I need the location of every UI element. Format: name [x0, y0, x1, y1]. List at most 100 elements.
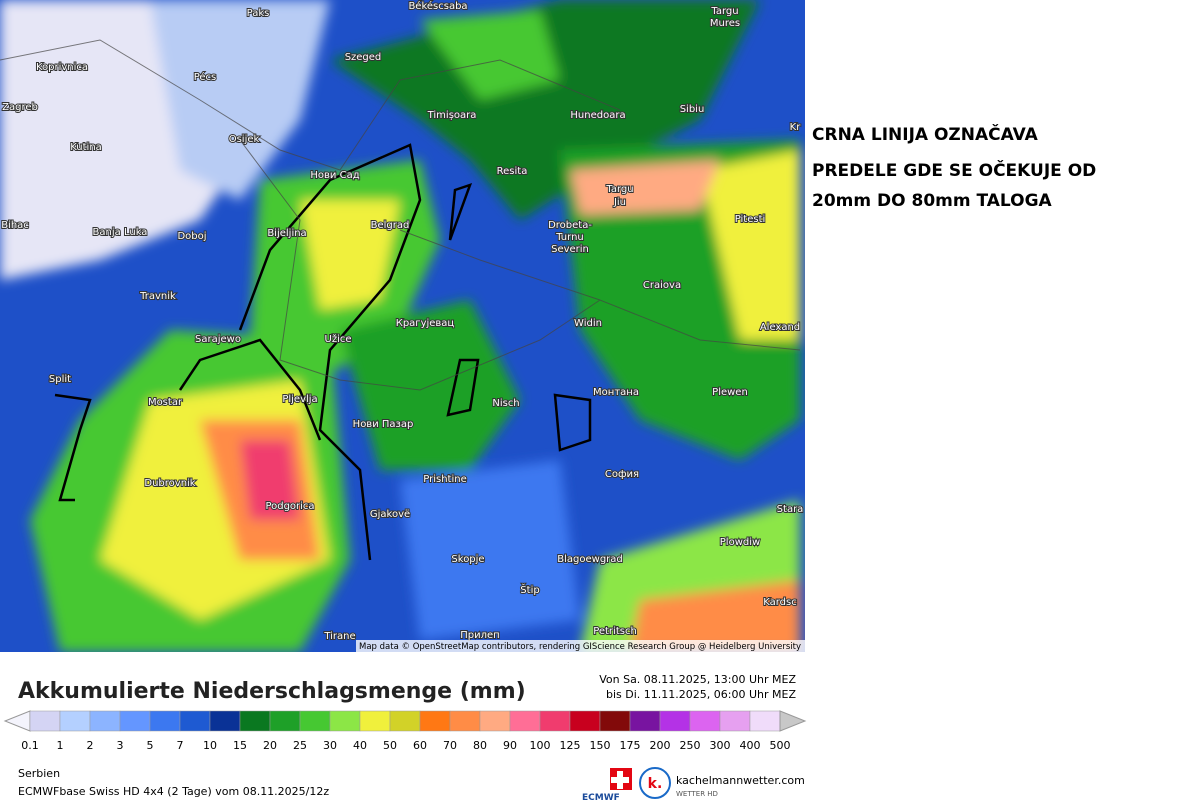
scale-box [449, 710, 481, 732]
model: ECMWFbase Swiss HD 4x4 (2 Tage) vom 08.1… [18, 785, 329, 798]
city-label: Alexand [760, 322, 800, 333]
scale-box [749, 710, 781, 732]
city-label: Békéscsaba [408, 0, 467, 12]
city-label: Petritsch [593, 626, 637, 637]
city-label: Pitesti [735, 214, 766, 225]
scale-label: 1 [57, 739, 64, 752]
scale-label: 10 [203, 739, 217, 752]
annotation-line: CRNA LINIJA OZNAČAVA [812, 123, 1039, 145]
city-label: Plewen [712, 387, 748, 398]
annotation-line: PREDELE GDE SE OČEKUJE OD [812, 159, 1096, 181]
city-label: Prishtine [423, 474, 466, 485]
city-label: София [605, 469, 639, 480]
brand-sub: WETTER HD [676, 790, 718, 798]
scale-label: 100 [530, 739, 551, 752]
scale-label: 175 [620, 739, 641, 752]
scale-box [209, 710, 241, 732]
city-label: Banja Luka [93, 227, 148, 238]
city-label: Belgrad [371, 220, 410, 231]
city-label: Widin [574, 318, 602, 329]
scale-label: 7 [177, 739, 184, 752]
annotation: CRNA LINIJA OZNAČAVA PREDELE GDE SE OČEK… [812, 123, 1096, 211]
scale-box [359, 710, 391, 732]
city-label: Mures [710, 18, 740, 29]
city-label: Bihac [1, 220, 29, 231]
scale-box [329, 710, 361, 732]
city-label: Severin [551, 244, 589, 255]
scale-label: 2 [87, 739, 94, 752]
city-label: Крагујевац [396, 317, 455, 329]
city-label: Szeged [345, 52, 382, 63]
scale-box [569, 710, 601, 732]
city-label: Kutina [70, 142, 102, 153]
scale-label: 50 [383, 739, 397, 752]
scale-box [479, 710, 511, 732]
scale-box [599, 710, 631, 732]
city-label: Pljevlja [282, 394, 317, 405]
scale-label: 60 [413, 739, 427, 752]
city-label: Plowdiw [720, 537, 760, 548]
city-label: Osijek [229, 134, 260, 145]
city-label: Jiu [613, 197, 626, 208]
scale-label: 3 [117, 739, 124, 752]
scale-box [179, 710, 211, 732]
scale-box [29, 710, 61, 732]
scale-label: 0.1 [21, 739, 39, 752]
city-label: Tirane [323, 631, 355, 642]
city-label: Нови Пазар [353, 419, 414, 430]
brand: kachelmannwetter.com [676, 774, 805, 787]
scale-box [659, 710, 691, 732]
region: Serbien [18, 767, 60, 780]
city-label: Koprivnica [36, 62, 88, 73]
city-label: Timișoara [427, 110, 477, 121]
scale-box [389, 710, 421, 732]
city-label: Targu [710, 6, 738, 17]
city-label: Doboj [177, 231, 206, 242]
city-label: Blagoewgrad [557, 554, 623, 565]
city-label: Gjakovë [370, 509, 410, 520]
scale-label: 30 [323, 739, 337, 752]
city-label: Dubrovnik [144, 478, 195, 489]
scale-label: 15 [233, 739, 247, 752]
city-label: Paks [247, 8, 270, 19]
city-label: Прилеп [460, 630, 499, 641]
legend-title: Akkumulierte Niederschlagsmenge (mm) [18, 679, 526, 704]
scale-box [299, 710, 331, 732]
scale-box [719, 710, 751, 732]
scale-box [419, 710, 451, 732]
city-label: Mostar [148, 397, 183, 408]
annotation-line: 20mm DO 80mm TALOGA [812, 191, 1053, 211]
city-label: Drobeta- [548, 220, 592, 231]
scale-label: 90 [503, 739, 517, 752]
city-label: Podgorica [265, 501, 314, 512]
city-label: Hunedoara [570, 110, 625, 121]
scale-label: 150 [590, 739, 611, 752]
city-label: Sibiu [680, 104, 705, 115]
city-label: Targu [605, 184, 633, 195]
city-label: Bijeljina [267, 228, 306, 239]
scale-box [239, 710, 271, 732]
city-label: Монтана [593, 387, 639, 398]
attribution: Map data © OpenStreetMap contributors, r… [359, 642, 801, 652]
scale-label: 40 [353, 739, 367, 752]
scale-label: 20 [263, 739, 277, 752]
city-label: Zagreb [2, 102, 38, 113]
city-label: Nisch [492, 398, 519, 409]
scale-box [59, 710, 91, 732]
scale-label: 400 [740, 739, 761, 752]
scale-box [689, 710, 721, 732]
scale-arrow [3, 710, 31, 732]
city-label: Sarajewo [195, 334, 241, 345]
city-label: Štip [520, 583, 539, 596]
city-label: Craiova [643, 280, 681, 291]
scale-label: 70 [443, 739, 457, 752]
period: bis Di. 11.11.2025, 06:00 Uhr MEZ [606, 688, 796, 701]
logo: ECMWF [582, 793, 620, 803]
scale-label: 125 [560, 739, 581, 752]
period: Von Sa. 08.11.2025, 13:00 Uhr MEZ [599, 673, 796, 686]
city-label: Turnu [555, 232, 584, 243]
scale-box [149, 710, 181, 732]
scale-label: 500 [770, 739, 791, 752]
city-label: Užice [325, 333, 352, 345]
